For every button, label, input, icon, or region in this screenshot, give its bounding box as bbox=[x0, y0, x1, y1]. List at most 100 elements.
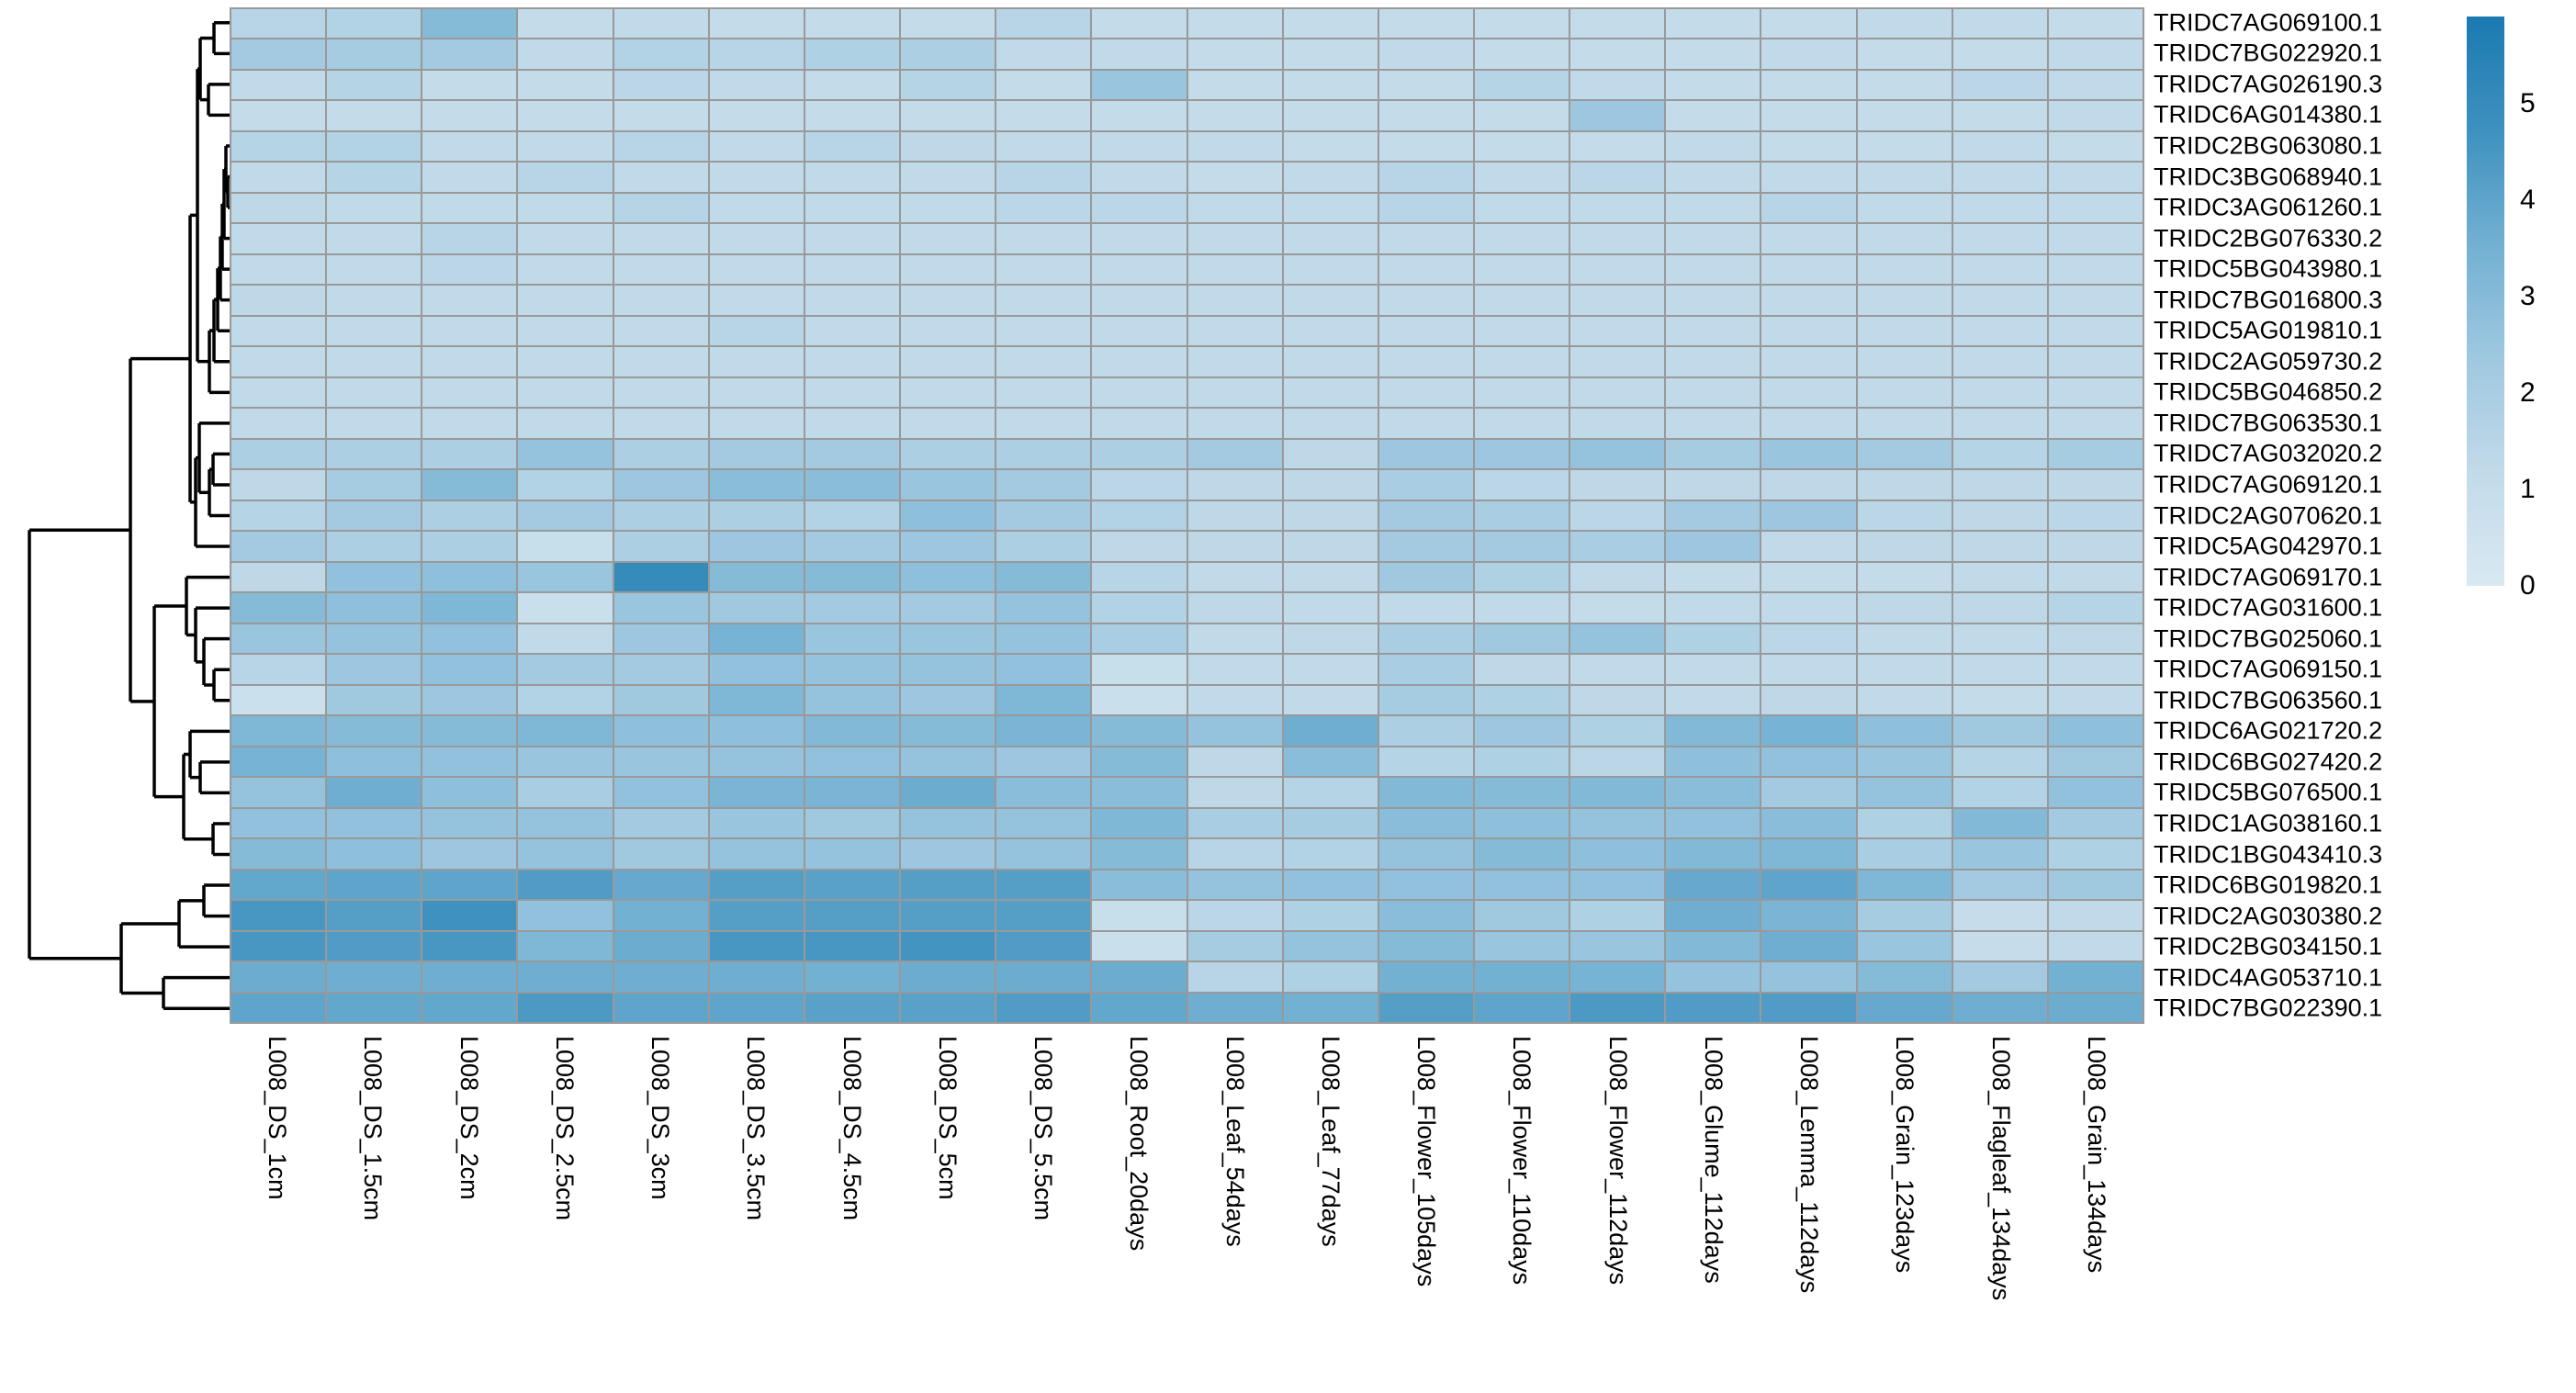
heatmap-cell bbox=[327, 377, 422, 408]
heatmap-cell bbox=[804, 131, 900, 162]
heatmap-cell bbox=[996, 500, 1091, 531]
heatmap-cell bbox=[804, 316, 900, 346]
column-label: L008_Grain_123days bbox=[1891, 1036, 1919, 1274]
heatmap-cell bbox=[901, 993, 996, 1022]
heatmap-cell bbox=[1092, 39, 1187, 69]
row-label: TRIDC5BG046850.2 bbox=[2154, 377, 2383, 406]
heatmap-cell bbox=[1474, 901, 1569, 930]
heatmap-cell bbox=[422, 9, 517, 39]
heatmap-cell bbox=[422, 500, 517, 531]
heatmap-cell bbox=[1761, 747, 1856, 777]
heatmap-cell bbox=[1187, 377, 1282, 408]
heatmap-cell bbox=[901, 778, 996, 807]
heatmap-cell bbox=[1761, 377, 1856, 408]
heatmap-cell bbox=[1570, 593, 1665, 623]
heatmap-cell bbox=[1666, 470, 1760, 500]
heatmap-cell bbox=[1570, 993, 1665, 1022]
heatmap-cell bbox=[1857, 839, 1952, 869]
heatmap-cell bbox=[1092, 70, 1187, 100]
column-label: L008_DS_4.5cm bbox=[838, 1036, 866, 1221]
heatmap-cell bbox=[327, 716, 422, 746]
heatmap-cell bbox=[1283, 347, 1378, 376]
heatmap-cell bbox=[996, 377, 1091, 408]
heatmap-cell bbox=[1474, 163, 1569, 192]
row-label: TRIDC7AG026190.3 bbox=[2154, 70, 2383, 98]
row-label: TRIDC5BG076500.1 bbox=[2154, 778, 2383, 806]
heatmap-cell bbox=[1187, 593, 1282, 623]
heatmap-cell bbox=[2048, 286, 2143, 315]
heatmap-cell bbox=[709, 808, 804, 838]
heatmap-cell bbox=[709, 839, 804, 869]
heatmap-cell bbox=[1570, 163, 1665, 192]
heatmap-cell bbox=[1666, 254, 1760, 285]
heatmap-cell bbox=[613, 562, 708, 592]
heatmap-cell bbox=[901, 870, 996, 900]
heatmap-cell bbox=[1378, 439, 1473, 469]
heatmap-cell bbox=[1570, 747, 1665, 777]
heatmap-cell bbox=[1092, 163, 1187, 192]
heatmap-cell bbox=[327, 623, 422, 654]
heatmap-cell bbox=[1187, 439, 1282, 469]
heatmap-cell bbox=[709, 931, 804, 961]
heatmap-cell bbox=[709, 377, 804, 408]
colorbar-tick-label: 2 bbox=[2520, 376, 2536, 408]
heatmap-cell bbox=[1570, 962, 1665, 992]
heatmap-cell bbox=[1092, 409, 1187, 438]
heatmap-cell bbox=[327, 655, 422, 684]
heatmap-cell bbox=[1570, 655, 1665, 684]
heatmap-cell bbox=[422, 439, 517, 469]
heatmap-cell bbox=[518, 439, 613, 469]
heatmap-cell bbox=[422, 716, 517, 746]
heatmap-cell bbox=[1666, 193, 1760, 223]
heatmap-cell bbox=[1187, 193, 1282, 223]
heatmap-cell bbox=[996, 778, 1091, 807]
heatmap-cell bbox=[1952, 286, 2047, 315]
heatmap-cell bbox=[1761, 655, 1856, 684]
heatmap-cell bbox=[1952, 470, 2047, 500]
heatmap-cell bbox=[1378, 193, 1473, 223]
heatmap-cell bbox=[518, 163, 613, 192]
heatmap-cell bbox=[1570, 931, 1665, 961]
heatmap-cell bbox=[804, 655, 900, 684]
heatmap-cell bbox=[709, 193, 804, 223]
column-label: L008_Flagleaf_134days bbox=[1986, 1036, 2015, 1301]
heatmap-cell bbox=[422, 685, 517, 715]
heatmap-cell bbox=[709, 101, 804, 130]
heatmap-cell bbox=[901, 532, 996, 561]
heatmap-cell bbox=[1378, 377, 1473, 408]
heatmap-cell bbox=[518, 409, 613, 438]
heatmap-cell bbox=[1857, 9, 1952, 39]
heatmap-cell bbox=[2048, 716, 2143, 746]
heatmap-cell bbox=[996, 808, 1091, 838]
heatmap-grid bbox=[230, 7, 2144, 1024]
heatmap-cell bbox=[327, 870, 422, 900]
heatmap-cell bbox=[231, 655, 326, 684]
heatmap-cell bbox=[422, 163, 517, 192]
heatmap-cell bbox=[1283, 163, 1378, 192]
heatmap-cell bbox=[231, 409, 326, 438]
heatmap-cell bbox=[1187, 163, 1282, 192]
heatmap-cell bbox=[327, 901, 422, 930]
heatmap-cell bbox=[613, 347, 708, 376]
heatmap-cell bbox=[1283, 254, 1378, 285]
heatmap-cell bbox=[1283, 685, 1378, 715]
heatmap-cell bbox=[1666, 839, 1760, 869]
heatmap-cell bbox=[1378, 224, 1473, 253]
heatmap-cell bbox=[1092, 316, 1187, 346]
heatmap-cell bbox=[901, 9, 996, 39]
heatmap-cell bbox=[1952, 931, 2047, 961]
heatmap-cell bbox=[422, 409, 517, 438]
heatmap-cell bbox=[1378, 655, 1473, 684]
heatmap-cell bbox=[901, 962, 996, 992]
heatmap-cell bbox=[1952, 39, 2047, 69]
heatmap-cell bbox=[231, 993, 326, 1022]
heatmap-cell bbox=[613, 747, 708, 777]
heatmap-cell bbox=[996, 931, 1091, 961]
heatmap-cell bbox=[1857, 409, 1952, 438]
heatmap-cell bbox=[709, 70, 804, 100]
heatmap-cell bbox=[327, 163, 422, 192]
heatmap-cell bbox=[1761, 778, 1856, 807]
heatmap-cell bbox=[613, 193, 708, 223]
heatmap-cell bbox=[1092, 870, 1187, 900]
